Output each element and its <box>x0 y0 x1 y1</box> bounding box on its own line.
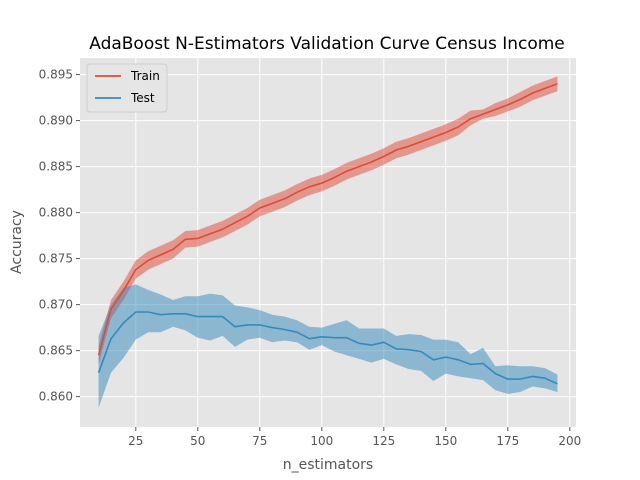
x-tick-label: 100 <box>310 434 333 448</box>
y-tick-label: 0.870 <box>39 298 73 312</box>
y-tick-label: 0.860 <box>39 390 73 404</box>
x-tick-label: 75 <box>252 434 267 448</box>
series-lines <box>97 83 558 385</box>
y-tick-label: 0.865 <box>39 344 73 358</box>
y-axis-ticks: 0.860 0.865 0.870 0.875 0.880 0.885 0.890 0.895 <box>39 68 80 404</box>
y-tick-label: 0.885 <box>39 160 73 174</box>
confidence-bands <box>98 76 558 408</box>
y-tick-label: 0.895 <box>39 68 73 82</box>
x-tick-label: 125 <box>372 434 395 448</box>
x-axis-label: n_estimators <box>283 457 373 473</box>
x-tick-label: 175 <box>496 434 519 448</box>
x-tick-label: 150 <box>434 434 457 448</box>
band-train <box>98 76 558 365</box>
legend-label-train: Train <box>130 69 160 83</box>
x-tick-label: 200 <box>558 434 581 448</box>
x-axis-ticks: 25 50 75 100 125 150 175 200 <box>128 427 581 448</box>
line-test <box>97 311 558 385</box>
legend-label-test: Test <box>130 91 155 105</box>
line-train <box>97 83 558 356</box>
y-tick-label: 0.880 <box>39 206 73 220</box>
y-tick-label: 0.875 <box>39 252 73 266</box>
x-tick-label: 50 <box>190 434 205 448</box>
y-axis-label: Accuracy <box>9 210 25 274</box>
y-tick-label: 0.890 <box>39 114 73 128</box>
legend: Train Test <box>86 63 168 113</box>
band-test <box>98 284 558 408</box>
x-tick-label: 25 <box>128 434 143 448</box>
chart-title: AdaBoost N-Estimators Validation Curve C… <box>89 34 565 54</box>
